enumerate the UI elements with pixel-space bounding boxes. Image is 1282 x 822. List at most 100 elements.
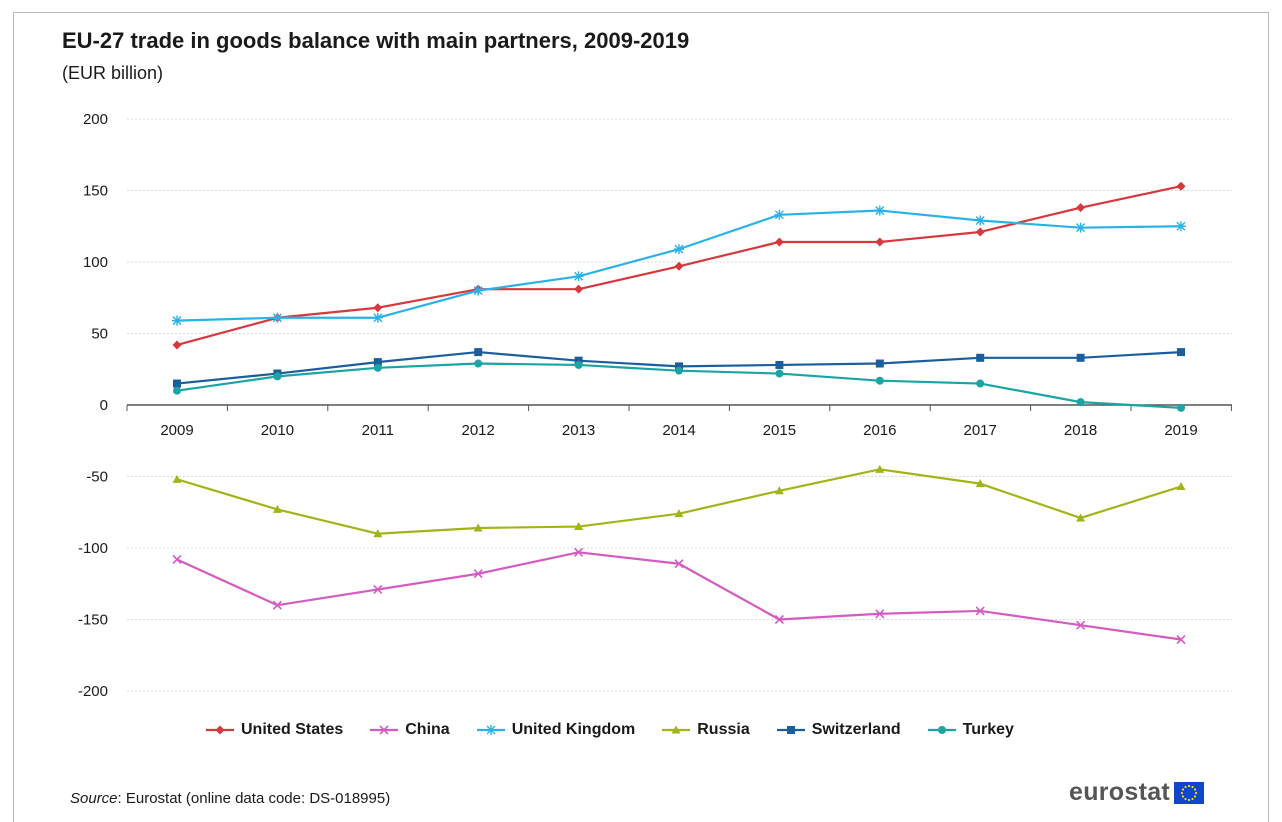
- series-china: [172, 547, 1186, 645]
- data-point: [674, 559, 684, 569]
- data-point: [574, 284, 584, 294]
- source-note: Source: Eurostat (online data code: DS-0…: [70, 790, 390, 807]
- data-point: [976, 379, 985, 388]
- data-point: [474, 359, 483, 368]
- data-point: [173, 379, 181, 388]
- data-point: [976, 353, 985, 362]
- x-axis: [126, 404, 1232, 411]
- flag-star: [1181, 794, 1185, 798]
- data-point: [975, 606, 985, 616]
- data-point: [874, 205, 885, 216]
- data-point: [1076, 620, 1086, 630]
- data-point: [373, 363, 382, 372]
- flag-star: [1191, 797, 1194, 800]
- flag-star: [1194, 787, 1197, 791]
- x-tick-label: 2019: [1164, 422, 1197, 439]
- flag-star: [1187, 798, 1191, 801]
- series-united-states: [172, 181, 1186, 350]
- eurostat-logo: eurostat: [1069, 778, 1205, 807]
- data-point: [1076, 513, 1086, 522]
- chart-frame: [13, 12, 1269, 822]
- legend-marker: [937, 726, 946, 734]
- grid-lines: [127, 118, 1232, 692]
- x-tick-label: 2012: [462, 422, 495, 439]
- x-tick-label: 2015: [763, 422, 796, 439]
- data-point: [1176, 181, 1186, 191]
- legend-item: Turkey: [927, 721, 1014, 739]
- data-point: [875, 376, 884, 385]
- legend-item: United States: [205, 721, 343, 739]
- data-point: [774, 209, 785, 220]
- data-point: [272, 312, 283, 323]
- data-point: [373, 529, 383, 538]
- logo-text: eurostat: [1069, 778, 1171, 806]
- y-tick-label: -150: [78, 612, 108, 629]
- flag-star: [1191, 785, 1194, 788]
- data-point: [574, 360, 583, 369]
- legend-label: China: [405, 721, 450, 738]
- flag-star: [1194, 791, 1198, 794]
- chart-title: EU-27 trade in goods balance with main p…: [62, 28, 690, 53]
- legend-item: United Kingdom: [476, 721, 635, 739]
- data-point: [1076, 398, 1085, 407]
- data-point: [775, 369, 784, 378]
- data-point: [373, 584, 383, 595]
- x-tick-label: 2017: [964, 422, 997, 439]
- data-point: [875, 237, 885, 247]
- legend-item: China: [369, 721, 450, 739]
- series-turkey: [173, 359, 1185, 412]
- data-point: [273, 372, 282, 381]
- data-point: [1177, 348, 1185, 357]
- y-tick-label: 0: [100, 397, 108, 414]
- data-point: [473, 523, 483, 532]
- legend-swatch: [206, 725, 234, 735]
- series-line-china: [176, 551, 1182, 641]
- legend-item: Russia: [661, 721, 750, 739]
- source-text: : Eurostat (online data code: DS-018995): [117, 790, 391, 807]
- x-tick-label: 2010: [261, 422, 294, 439]
- flag-star: [1187, 784, 1191, 787]
- series-switzerland: [173, 348, 1185, 388]
- eu-flag-icon: [1174, 781, 1205, 804]
- data-point: [372, 312, 383, 323]
- flag-star: [1180, 791, 1184, 794]
- y-tick-label: 100: [83, 254, 108, 271]
- data-point: [774, 486, 784, 495]
- data-point: [172, 554, 182, 565]
- y-axis-tick-labels: 200 150 100 50 0 -50 -100 -150 -200: [78, 111, 108, 700]
- data-point: [1177, 403, 1185, 412]
- flag-star: [1181, 787, 1185, 791]
- flag-star: [1184, 797, 1187, 800]
- data-point: [975, 227, 985, 237]
- legend-swatch: [662, 725, 691, 734]
- data-point: [172, 340, 182, 350]
- data-point: [674, 244, 684, 255]
- data-point: [675, 362, 683, 371]
- y-tick-label: -100: [78, 540, 108, 557]
- flag-star: [1184, 785, 1187, 788]
- data-point: [172, 474, 182, 483]
- data-point: [675, 366, 683, 375]
- chart-subtitle: (EUR billion): [62, 63, 164, 83]
- legend-swatch: [476, 725, 505, 735]
- data-point: [1076, 203, 1086, 213]
- data-point: [573, 271, 584, 282]
- series-russia: [172, 464, 1186, 538]
- y-tick-label: -50: [86, 469, 108, 486]
- data-point: [875, 464, 885, 473]
- data-point: [674, 509, 684, 518]
- data-point: [975, 215, 986, 226]
- series-line-russia: [176, 468, 1182, 535]
- legend-marker: [671, 725, 681, 734]
- y-tick-label: 50: [91, 326, 108, 343]
- series-lines: [172, 181, 1186, 645]
- data-point: [875, 359, 884, 368]
- legend-item: Switzerland: [776, 721, 901, 739]
- data-point: [1176, 634, 1186, 645]
- data-point: [473, 569, 483, 579]
- x-tick-label: 2009: [160, 422, 193, 439]
- data-point: [373, 303, 383, 313]
- x-tick-label: 2013: [562, 422, 595, 439]
- legend-swatch: [370, 725, 399, 735]
